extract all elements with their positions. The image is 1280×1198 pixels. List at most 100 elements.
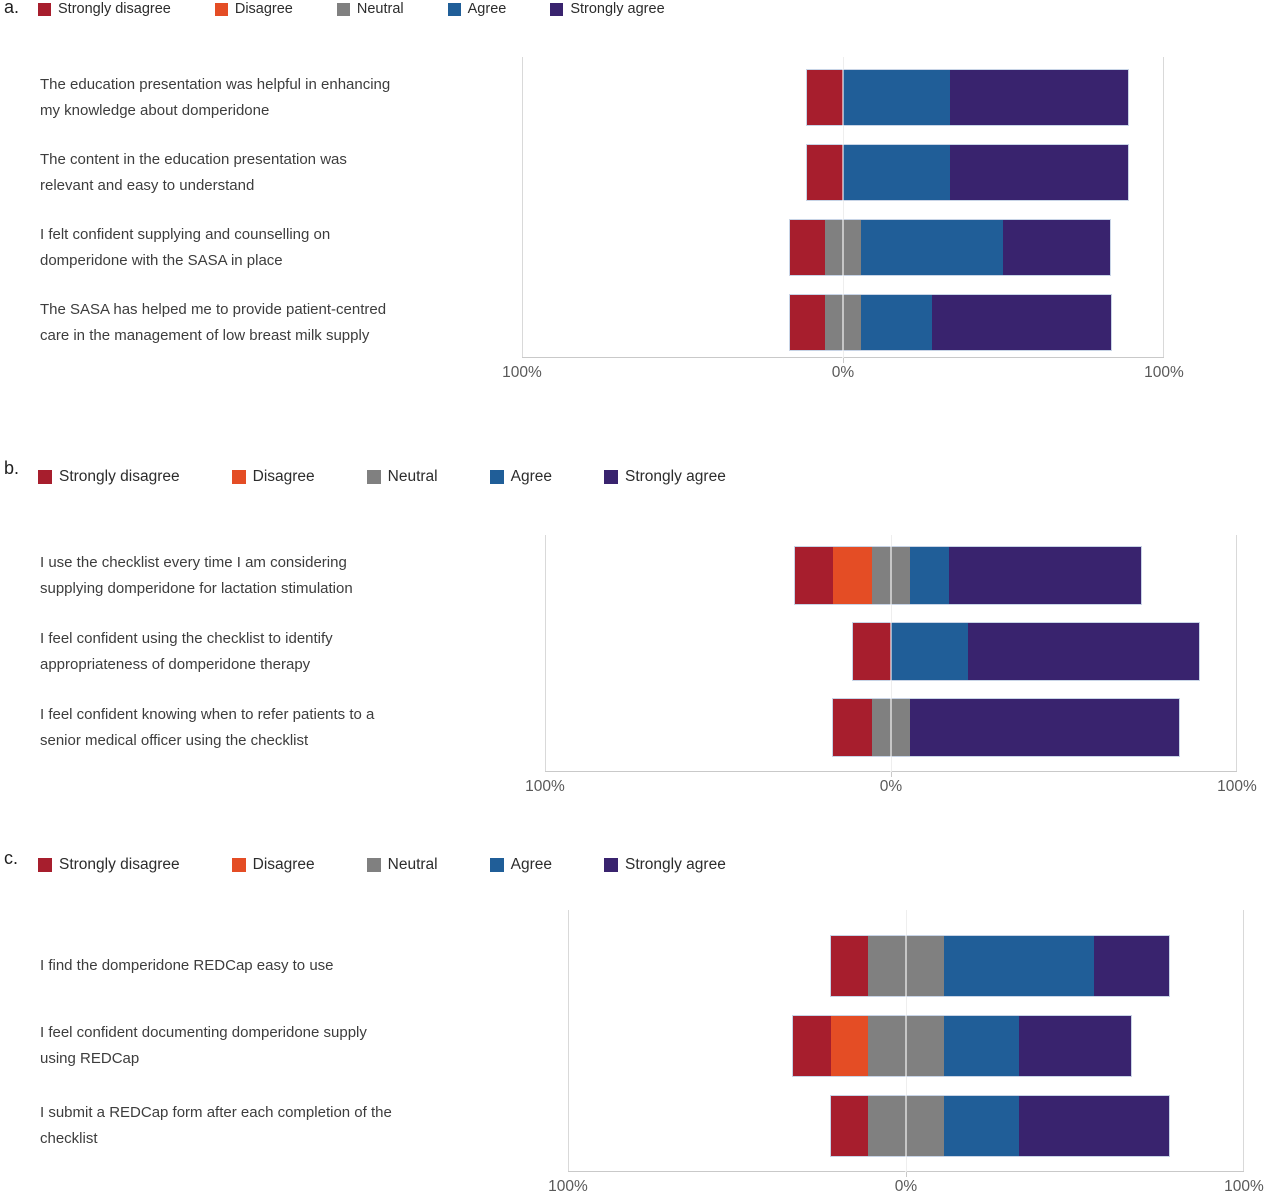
legend-label: Strongly agree: [570, 1, 665, 17]
category-label: The content in the education presentatio…: [40, 150, 347, 194]
axis-tick-zero: 0%: [894, 1178, 918, 1195]
category-label: I submit a REDCap form after each comple…: [40, 1104, 392, 1147]
segment-agree: [943, 1016, 1019, 1076]
category-label: I feel confident knowing when to refer p…: [40, 705, 375, 749]
segment-agree: [943, 1096, 1019, 1156]
gridline-right: [1163, 57, 1164, 358]
legend-swatch-strongly-disagree: [38, 858, 52, 872]
segment-strongly-disagree: [794, 547, 834, 604]
legend-label: Neutral: [356, 1, 404, 17]
category-label: I felt confident supplying and counselli…: [40, 225, 331, 269]
segment-strongly-disagree: [807, 70, 843, 125]
legend-item-strongly-disagree: Strongly disagree: [38, 856, 180, 874]
legend-label: Disagree: [252, 468, 315, 485]
legend: Strongly disagree Disagree Neutral Agree Str…: [38, 1, 665, 17]
legend-swatch-disagree: [231, 858, 246, 872]
category-label: I find the domperidone REDCap easy to us…: [40, 957, 334, 974]
segment-strongly-disagree: [830, 936, 869, 996]
legend-swatch-neutral: [366, 470, 381, 484]
legend-label: Disagree: [234, 1, 293, 17]
zero-tick: [906, 1172, 907, 1177]
zero-tick: [891, 772, 892, 777]
category-label: I feel confident documenting domperidone…: [40, 1024, 367, 1067]
legend-label: Disagree: [252, 856, 315, 873]
segment-agree: [910, 547, 949, 604]
axis-tick-left: 100%: [502, 364, 542, 381]
stacked-bar-row-1: [829, 935, 1170, 997]
axis-tick-left: 100%: [525, 778, 565, 795]
legend-label: Strongly disagree: [58, 1, 171, 17]
legend-swatch-strongly-agree: [604, 858, 618, 872]
axis-line-left: [545, 535, 546, 772]
legend-item-strongly-agree: Strongly agree: [604, 856, 726, 874]
panel-letter: c.: [4, 848, 19, 868]
legend-swatch-strongly-agree: [604, 470, 618, 484]
segment-strongly-agree: [948, 547, 1141, 604]
axis-tick-zero: 0%: [831, 364, 855, 381]
legend-label: Neutral: [387, 856, 438, 873]
segment-strongly-agree: [1018, 1096, 1169, 1156]
category-label: The education presentation was helpful i…: [40, 75, 391, 119]
segment-strongly-agree: [949, 145, 1129, 200]
segment-strongly-agree: [1003, 220, 1111, 275]
legend-label: Neutral: [387, 468, 438, 485]
plot-area: 100% 0% 100%: [525, 535, 1257, 795]
chart-panel-a: a. Strongly disagree Disagree Neutral Agree…: [0, 0, 1280, 458]
axis-tick-zero: 0%: [879, 778, 903, 795]
zero-tick: [843, 358, 844, 363]
chart-panel-b: b. Strongly disagree Disagree Neutral Agree…: [0, 458, 1280, 845]
legend-swatch-agree: [489, 858, 504, 872]
segment-agree: [842, 70, 950, 125]
zero-line-overlay: [842, 57, 844, 358]
legend-swatch-disagree: [214, 2, 228, 16]
stacked-bar-row-2: [792, 1015, 1133, 1077]
segment-disagree: [833, 547, 872, 604]
segment-strongly-agree: [1018, 1016, 1132, 1076]
stacked-bar-row-2: [851, 622, 1200, 681]
axis-tick-right: 100%: [1217, 778, 1257, 795]
legend-item-disagree: Disagree: [231, 856, 315, 874]
legend: Strongly disagree Disagree Neutral Agree Str…: [38, 856, 726, 874]
segment-strongly-disagree: [789, 295, 826, 350]
legend: Strongly disagree Disagree Neutral Agree Str…: [38, 468, 726, 486]
legend-swatch-strongly-agree: [550, 2, 564, 16]
segment-strongly-disagree: [830, 1096, 869, 1156]
legend-swatch-neutral: [366, 858, 381, 872]
stacked-bar-row-2: [806, 144, 1130, 201]
segment-strongly-disagree: [807, 145, 843, 200]
stacked-bar-row-3: [832, 698, 1181, 757]
axis-tick-right: 100%: [1224, 1178, 1264, 1195]
legend-label: Strongly agree: [625, 856, 726, 873]
zero-line-overlay: [905, 910, 907, 1172]
plot-area: 100% 0% 100%: [548, 910, 1264, 1195]
legend-label: Agree: [510, 468, 552, 485]
legend-item-strongly-agree: Strongly agree: [604, 468, 726, 486]
segment-strongly-disagree: [852, 623, 891, 680]
segment-agree: [842, 145, 950, 200]
legend-swatch-neutral: [336, 2, 350, 16]
category-label: I feel confident using the checklist to …: [40, 629, 333, 673]
axis-line-left: [522, 57, 523, 358]
legend-swatch-strongly-disagree: [38, 470, 52, 484]
stacked-bar-row-3: [788, 219, 1112, 276]
segment-strongly-agree: [1093, 936, 1169, 996]
legend-swatch-disagree: [231, 470, 246, 484]
legend-item-strongly-disagree: Strongly disagree: [38, 1, 171, 17]
segment-agree: [890, 623, 968, 680]
legend-item-disagree: Disagree: [231, 468, 315, 486]
legend-item-neutral: Neutral: [366, 856, 438, 874]
segment-agree: [860, 220, 1004, 275]
axis-line-left: [568, 910, 569, 1172]
segment-disagree: [830, 1016, 869, 1076]
legend-swatch-agree: [447, 2, 461, 16]
stacked-bar-row-1: [793, 546, 1142, 605]
legend-item-neutral: Neutral: [336, 1, 404, 17]
legend-label: Strongly agree: [625, 468, 726, 485]
axis-tick-left: 100%: [548, 1178, 588, 1195]
legend-swatch-strongly-disagree: [38, 2, 51, 16]
gridline-right: [1236, 535, 1237, 772]
plot-area: 100% 0% 100%: [502, 57, 1184, 381]
segment-strongly-agree: [949, 70, 1129, 125]
segment-agree: [943, 936, 1094, 996]
